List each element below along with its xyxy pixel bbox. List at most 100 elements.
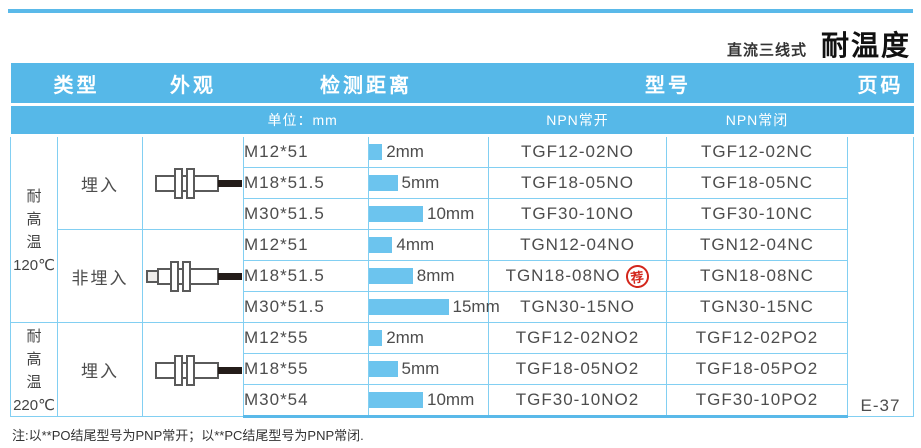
header-appearance: 外观 bbox=[142, 63, 244, 106]
table-row: M18*55 5mm TGF18-05NO2 TGF18-05PO2 bbox=[11, 353, 914, 385]
non-flush-sensor-icon bbox=[146, 261, 242, 292]
temp-group-value: 220℃ bbox=[13, 397, 55, 415]
flush-sensor-icon bbox=[155, 168, 242, 199]
distance-bar bbox=[369, 175, 398, 191]
model-nc-cell: TGF12-02NC bbox=[666, 135, 848, 168]
temp-group-label: 耐高温 bbox=[26, 187, 42, 252]
model-nc-cell: TGN12-04NC bbox=[666, 229, 848, 261]
size-cell: M18*51.5 bbox=[243, 260, 369, 292]
header-page: 页码 bbox=[847, 63, 914, 106]
product-table: 类型 外观 检测距离 型号 页码 单位：mm NPN常开 NPN常闭 耐高温 1… bbox=[10, 63, 914, 418]
model-no-cell: TGF30-10NO bbox=[488, 198, 667, 230]
distance-cell: 2mm bbox=[368, 322, 489, 354]
page-title-block: 直流三线式 耐温度 bbox=[727, 24, 911, 64]
temp-group-label: 耐高温 bbox=[26, 327, 42, 392]
page-title: 耐温度 bbox=[820, 30, 911, 61]
model-no-cell: TGF30-10NO2 bbox=[488, 384, 667, 418]
size-cell: M30*51.5 bbox=[243, 291, 369, 323]
model-nc-cell: TGN30-15NC bbox=[666, 291, 848, 323]
model-no-text: TGN18-08NO bbox=[505, 265, 621, 285]
mount-type-cell: 非埋入 bbox=[57, 229, 143, 323]
model-no-cell: TGF18-05NO bbox=[488, 167, 667, 199]
subheader-empty-page bbox=[847, 104, 914, 137]
model-nc-cell: TGN18-08NC bbox=[666, 260, 848, 292]
distance-bar bbox=[369, 330, 383, 346]
model-nc-cell: TGF30-10NC bbox=[666, 198, 848, 230]
mount-type-cell: 埋入 bbox=[57, 135, 143, 230]
recommend-badge: 荐 bbox=[624, 263, 651, 289]
model-no-cell: TGF12-02NO bbox=[488, 135, 667, 168]
flush-sensor-icon bbox=[155, 354, 242, 386]
temp-group-cell-120: 耐高温 120℃ bbox=[10, 135, 58, 323]
distance-label: 5mm bbox=[401, 359, 440, 378]
table-row: M30*51.5 15mm TGN30-15NO TGN30-15NC bbox=[11, 291, 914, 323]
distance-cell: 5mm bbox=[368, 353, 489, 385]
table-row: M18*51.5 8mm TGN18-08NO 荐 TGN18-08NC bbox=[11, 260, 914, 292]
distance-bar bbox=[369, 144, 383, 160]
distance-bar bbox=[369, 268, 413, 284]
header-model: 型号 bbox=[488, 63, 848, 106]
model-no-cell: TGN18-08NO 荐 bbox=[488, 260, 667, 292]
size-cell: M12*51 bbox=[243, 229, 369, 261]
series-label: 直流三线式 bbox=[726, 42, 807, 59]
header-distance: 检测距离 bbox=[243, 63, 489, 106]
table-row: 耐高温 120℃ 埋入 M12*51 2mm TGF12-02NO TGF12-… bbox=[10, 135, 914, 417]
header-type: 类型 bbox=[10, 63, 143, 106]
table-row: M30*51.5 10mm TGF30-10NO TGF30-10NC bbox=[11, 198, 914, 230]
subheader-npn-nc: NPN常闭 bbox=[666, 104, 848, 137]
distance-label: 4mm bbox=[396, 235, 435, 254]
distance-label: 10mm bbox=[427, 204, 475, 223]
distance-bar bbox=[369, 392, 423, 408]
size-cell: M30*54 bbox=[243, 384, 369, 418]
model-no-cell: TGF18-05NO2 bbox=[488, 353, 667, 385]
distance-cell: 10mm bbox=[368, 198, 489, 230]
distance-cell: 4mm bbox=[368, 229, 489, 261]
model-no-cell: TGN12-04NO bbox=[488, 229, 667, 261]
size-cell: M30*51.5 bbox=[243, 198, 369, 230]
distance-label: 2mm bbox=[386, 142, 424, 161]
distance-bar bbox=[369, 237, 393, 253]
table-header-row: 类型 外观 检测距离 型号 页码 bbox=[10, 63, 914, 106]
top-divider-rule bbox=[8, 9, 913, 13]
subheader-empty bbox=[10, 104, 244, 137]
distance-label: 2mm bbox=[386, 328, 424, 347]
mount-type-cell: 埋入 bbox=[57, 322, 143, 417]
size-cell: M18*55 bbox=[243, 353, 369, 385]
model-nc-cell: TGF30-10PO2 bbox=[666, 384, 848, 418]
distance-bar bbox=[369, 206, 423, 222]
model-nc-cell: TGF18-05NC bbox=[666, 167, 848, 199]
distance-cell: 10mm bbox=[368, 384, 489, 418]
distance-label: 10mm bbox=[427, 390, 475, 409]
distance-label: 8mm bbox=[416, 266, 455, 285]
size-cell: M12*55 bbox=[243, 322, 369, 354]
model-nc-cell: TGF18-05PO2 bbox=[666, 353, 848, 385]
subheader-npn-no: NPN常开 bbox=[488, 104, 667, 137]
sensor-illustration-cell bbox=[142, 135, 244, 230]
table-subheader-row: 单位：mm NPN常开 NPN常闭 bbox=[10, 104, 914, 137]
model-no-cell: TGN30-15NO bbox=[488, 291, 667, 323]
distance-cell: 5mm bbox=[368, 167, 489, 199]
table-row: 耐高温 220℃ 埋入 M12*55 2mm TGF12-02NO2 TGF12… bbox=[10, 322, 914, 417]
footer-note: 注:以**PO结尾型号为PNP常开；以**PC结尾型号为PNP常闭. bbox=[12, 428, 364, 443]
model-nc-cell: TGF12-02PO2 bbox=[666, 322, 848, 354]
temp-group-value: 120℃ bbox=[13, 257, 55, 275]
table-row: M30*54 10mm TGF30-10NO2 TGF30-10PO2 bbox=[11, 384, 914, 418]
subheader-unit: 单位：mm bbox=[243, 104, 489, 137]
distance-bar bbox=[369, 299, 449, 315]
size-cell: M12*51 bbox=[243, 135, 369, 168]
distance-cell: 15mm bbox=[368, 291, 500, 323]
distance-label: 5mm bbox=[401, 173, 440, 192]
page-code-cell: E-37 bbox=[847, 135, 914, 417]
distance-bar bbox=[369, 361, 398, 377]
distance-cell: 2mm bbox=[368, 135, 489, 168]
model-no-cell: TGF12-02NO2 bbox=[488, 322, 667, 354]
sensor-illustration-cell bbox=[142, 229, 244, 323]
table-row: M18*51.5 5mm TGF18-05NO TGF18-05NC bbox=[11, 167, 914, 199]
sensor-illustration-cell bbox=[142, 322, 244, 417]
table-row: 非埋入 M12*51 4mm TGN12-04NO TGN12-04NC bbox=[11, 229, 914, 323]
size-cell: M18*51.5 bbox=[243, 167, 369, 199]
distance-label: 15mm bbox=[452, 297, 500, 316]
distance-cell: 8mm bbox=[368, 260, 489, 292]
temp-group-cell-220: 耐高温 220℃ bbox=[10, 322, 58, 417]
